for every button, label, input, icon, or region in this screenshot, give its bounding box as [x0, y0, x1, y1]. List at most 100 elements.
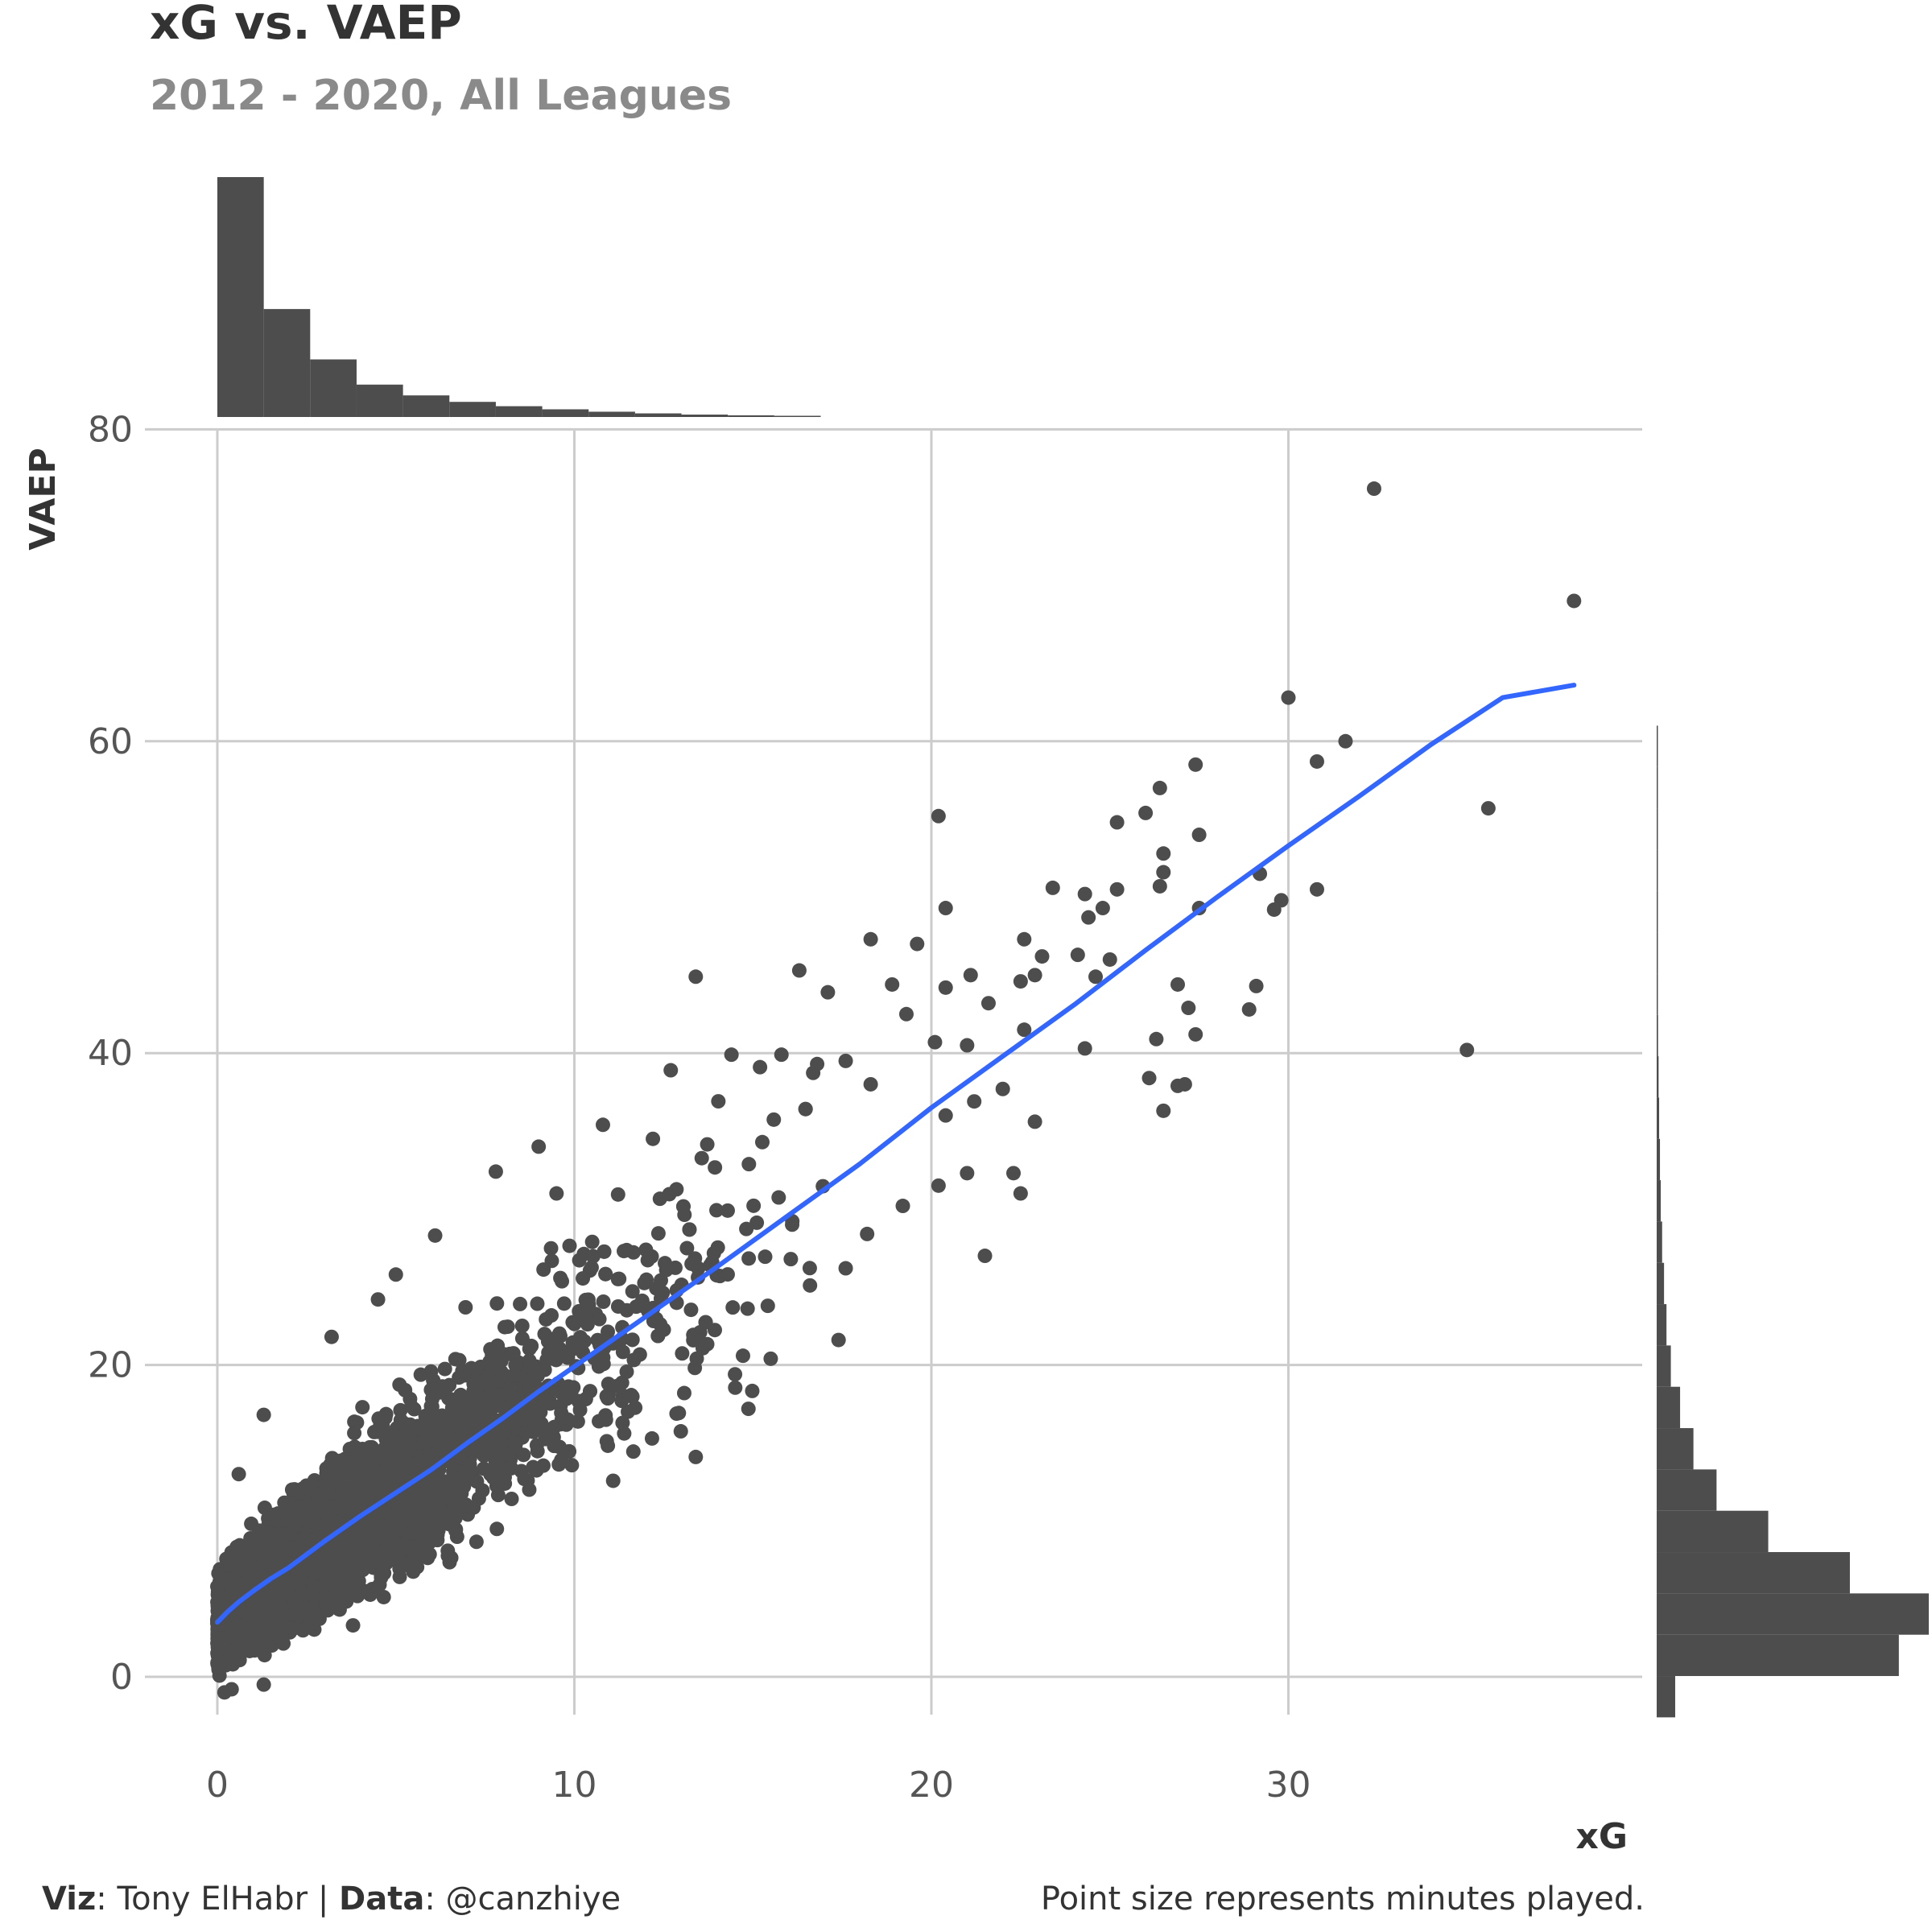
scatter-point: [711, 1094, 726, 1109]
scatter-point: [526, 1360, 542, 1375]
scatter-point: [676, 1385, 691, 1401]
scatter-point: [453, 1427, 469, 1443]
top-histogram-bar: [449, 402, 496, 417]
scatter-point: [448, 1392, 464, 1407]
right-histogram-bar: [1657, 1510, 1769, 1553]
scatter-point: [686, 1332, 701, 1348]
scatter-point: [469, 1534, 484, 1550]
scatter-point: [592, 1311, 607, 1327]
scatter-point: [211, 1660, 226, 1675]
right-histogram-bar: [1657, 1304, 1667, 1346]
right-histogram-bar: [1657, 1056, 1659, 1098]
scatter-point: [650, 1328, 666, 1344]
right-histogram-bar: [1657, 1097, 1660, 1139]
top-histogram-bar: [217, 177, 264, 417]
scatter-point: [725, 1300, 741, 1315]
scatter-point: [506, 1346, 521, 1361]
scatter-point: [584, 1234, 600, 1249]
scatter-point: [229, 1539, 245, 1554]
scatter-point: [741, 1402, 756, 1417]
scatter-point: [543, 1396, 558, 1411]
scatter-point: [563, 1343, 578, 1358]
scatter-point: [597, 1244, 612, 1259]
right-histogram-bar: [1657, 1386, 1681, 1429]
top-histogram-bar: [634, 413, 682, 417]
right-histogram-bar: [1657, 932, 1658, 974]
scatter-point: [370, 1452, 386, 1468]
scatter-point: [650, 1226, 666, 1241]
scatter-point: [516, 1447, 531, 1463]
scatter-point: [448, 1521, 464, 1537]
scatter-point: [802, 1261, 817, 1276]
scatter-point: [735, 1348, 750, 1364]
scatter-point: [446, 1406, 461, 1422]
scatter-point: [539, 1311, 554, 1327]
scatter-point: [371, 1411, 386, 1426]
scatter-point: [489, 1398, 505, 1414]
scatter-point: [619, 1364, 634, 1380]
scatter-point: [754, 1134, 770, 1150]
scatter-point: [544, 1253, 559, 1269]
scatter-point: [760, 1298, 775, 1314]
scatter-point: [537, 1327, 552, 1342]
scatter-point: [598, 1408, 613, 1423]
right-histogram-bar: [1657, 890, 1658, 933]
scatter-point: [562, 1238, 577, 1253]
right-histogram-bar: [1657, 1180, 1662, 1222]
scatter-point: [675, 1346, 690, 1361]
scatter-point: [687, 1360, 703, 1376]
scatter-point: [749, 1215, 765, 1230]
scatter-point: [625, 1245, 641, 1260]
top-histogram-bar: [681, 415, 729, 417]
scatter-point: [485, 1470, 501, 1485]
scatter-point: [599, 1434, 614, 1449]
scatter-point: [448, 1507, 464, 1522]
grid-lines: [145, 427, 1642, 1715]
scatter-point: [625, 1444, 641, 1459]
right-histogram-bar: [1657, 1593, 1929, 1635]
scatter-point: [612, 1271, 627, 1286]
scatter-point: [598, 1266, 613, 1282]
right-histogram-bar: [1657, 1676, 1675, 1718]
right-marginal-histogram: [1657, 725, 1929, 1718]
right-histogram-bar: [1657, 1428, 1694, 1470]
scatter-point: [497, 1476, 513, 1491]
scatter-point: [640, 1253, 655, 1268]
scatter-point: [316, 1478, 331, 1493]
scatter-point: [758, 1249, 773, 1265]
scatter-point: [518, 1411, 534, 1426]
scatter-point: [437, 1361, 452, 1377]
scatter-point: [669, 1406, 684, 1422]
scatter-point: [456, 1406, 472, 1422]
right-histogram-bar: [1657, 1014, 1658, 1057]
right-histogram-bar: [1657, 973, 1658, 1015]
scatter-point: [444, 1550, 459, 1566]
scatter-point: [437, 1474, 452, 1489]
scatter-point: [700, 1137, 715, 1152]
scatter-point: [552, 1341, 568, 1356]
scatter-point: [430, 1527, 445, 1542]
scatter-point: [694, 1150, 709, 1166]
right-histogram-bar: [1657, 1221, 1662, 1263]
scatter-point: [576, 1246, 592, 1261]
scatter-point: [673, 1424, 688, 1439]
scatter-point: [514, 1319, 530, 1334]
scatter-point: [392, 1377, 407, 1393]
scatter-point: [740, 1301, 755, 1316]
scatter-point: [376, 1589, 391, 1604]
scatter-point: [362, 1439, 378, 1455]
scatter-point: [739, 1221, 754, 1236]
scatter-point: [547, 1439, 562, 1454]
scatter-point: [392, 1569, 407, 1584]
scatter-point: [658, 1256, 673, 1271]
scatter-point: [489, 1521, 505, 1537]
scatter-point: [669, 1182, 684, 1197]
scatter-point: [596, 1294, 611, 1309]
scatter-point: [601, 1377, 616, 1392]
scatter-point: [267, 1625, 283, 1641]
scatter-point: [283, 1620, 299, 1636]
scatter-point: [535, 1458, 551, 1473]
scatter-point: [521, 1373, 536, 1389]
scatter-point: [543, 1241, 559, 1256]
scatter-point: [708, 1160, 723, 1175]
